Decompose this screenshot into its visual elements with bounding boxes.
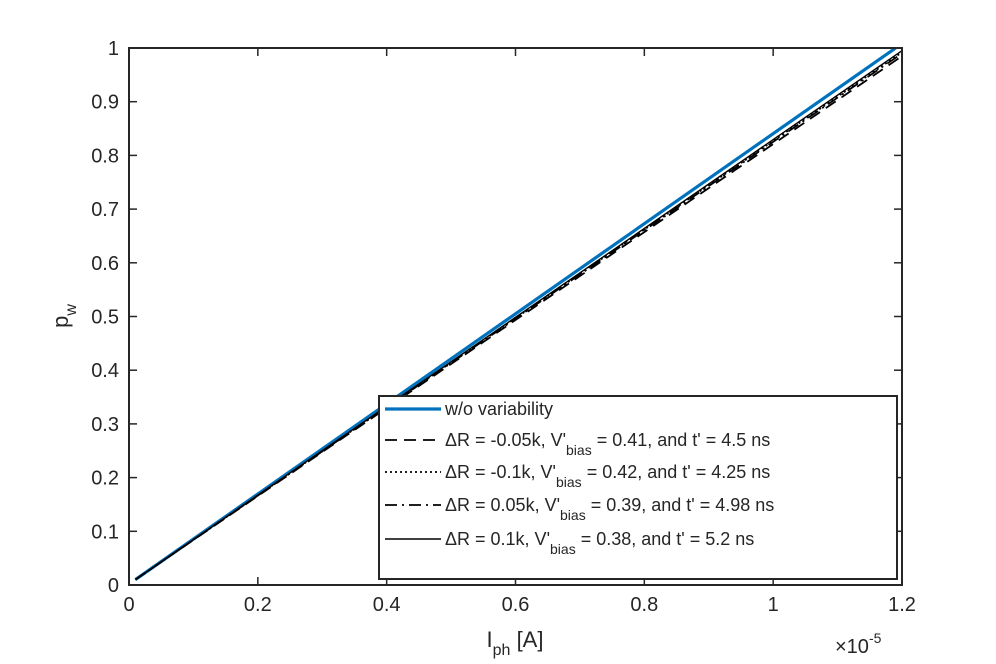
legend-label-2: ΔR = -0.05k, V'bias = 0.41, and t' = 4.5…: [445, 430, 770, 458]
y-tick-label: 0: [108, 575, 119, 597]
y-tick-label: 0.9: [91, 92, 119, 114]
x-axis-label-sub: ph: [493, 642, 511, 659]
y-tick-label: 0.3: [91, 414, 119, 436]
x-tick-label: 1.2: [888, 594, 916, 616]
x-axis-label-main: I: [487, 627, 493, 652]
y-tick-label: 0.4: [91, 360, 119, 382]
legend: w/o variability ΔR = -0.05k, V'bias = 0.4…: [378, 395, 898, 580]
y-tick-label: 0.5: [91, 307, 119, 329]
x-tick-label: 0.4: [373, 594, 401, 616]
y-axis-label-main: p: [48, 316, 73, 328]
series-line-1: [134, 46, 897, 581]
legend-label-1: w/o variability: [444, 399, 553, 419]
y-tick-label: 1: [108, 38, 119, 60]
ticks-layer: 0 0.2 0.4 0.6 0.8 1 1.2 0 0.1 0.2 0.3 0.4 0.5 0.6 0.7 0…: [91, 38, 916, 616]
series-line-5: [135, 50, 903, 581]
y-tick-label: 0.1: [91, 521, 119, 543]
x-axis-label-rest: [A]: [510, 627, 543, 652]
x-tick-label: 1: [768, 594, 779, 616]
x-axis-multiplier-exp: -5: [869, 630, 882, 646]
y-tick-label: 0.2: [91, 468, 119, 490]
legend-label-5: ΔR = 0.1k, V'bias = 0.38, and t' = 5.2 n…: [445, 529, 754, 557]
series-layer: [134, 46, 903, 581]
x-tick-label: 0: [123, 594, 134, 616]
legend-box: [378, 395, 898, 580]
x-axis-multiplier: ×10-5: [835, 630, 882, 658]
y-tick-label: 0.8: [91, 145, 119, 167]
x-axis-label: Iph [A]: [487, 627, 544, 659]
x-tick-label: 0.2: [244, 594, 272, 616]
y-tick-label: 0.7: [91, 199, 119, 221]
x-axis-multiplier-base: ×10: [835, 636, 869, 658]
x-tick-label: 0.8: [630, 594, 658, 616]
y-tick-label: 0.6: [91, 253, 119, 275]
legend-label-3: ΔR = -0.1k, V'bias = 0.42, and t' = 4.25…: [445, 462, 770, 490]
y-axis-label-sub: w: [63, 304, 80, 317]
plot-frame: [128, 47, 903, 586]
legend-entries: w/o variability ΔR = -0.05k, V'bias = 0.4…: [385, 399, 774, 557]
y-axis-label: pw: [48, 304, 80, 328]
legend-label-4: ΔR = 0.05k, V'bias = 0.39, and t' = 4.98…: [445, 495, 774, 523]
x-tick-label: 0.6: [502, 594, 530, 616]
